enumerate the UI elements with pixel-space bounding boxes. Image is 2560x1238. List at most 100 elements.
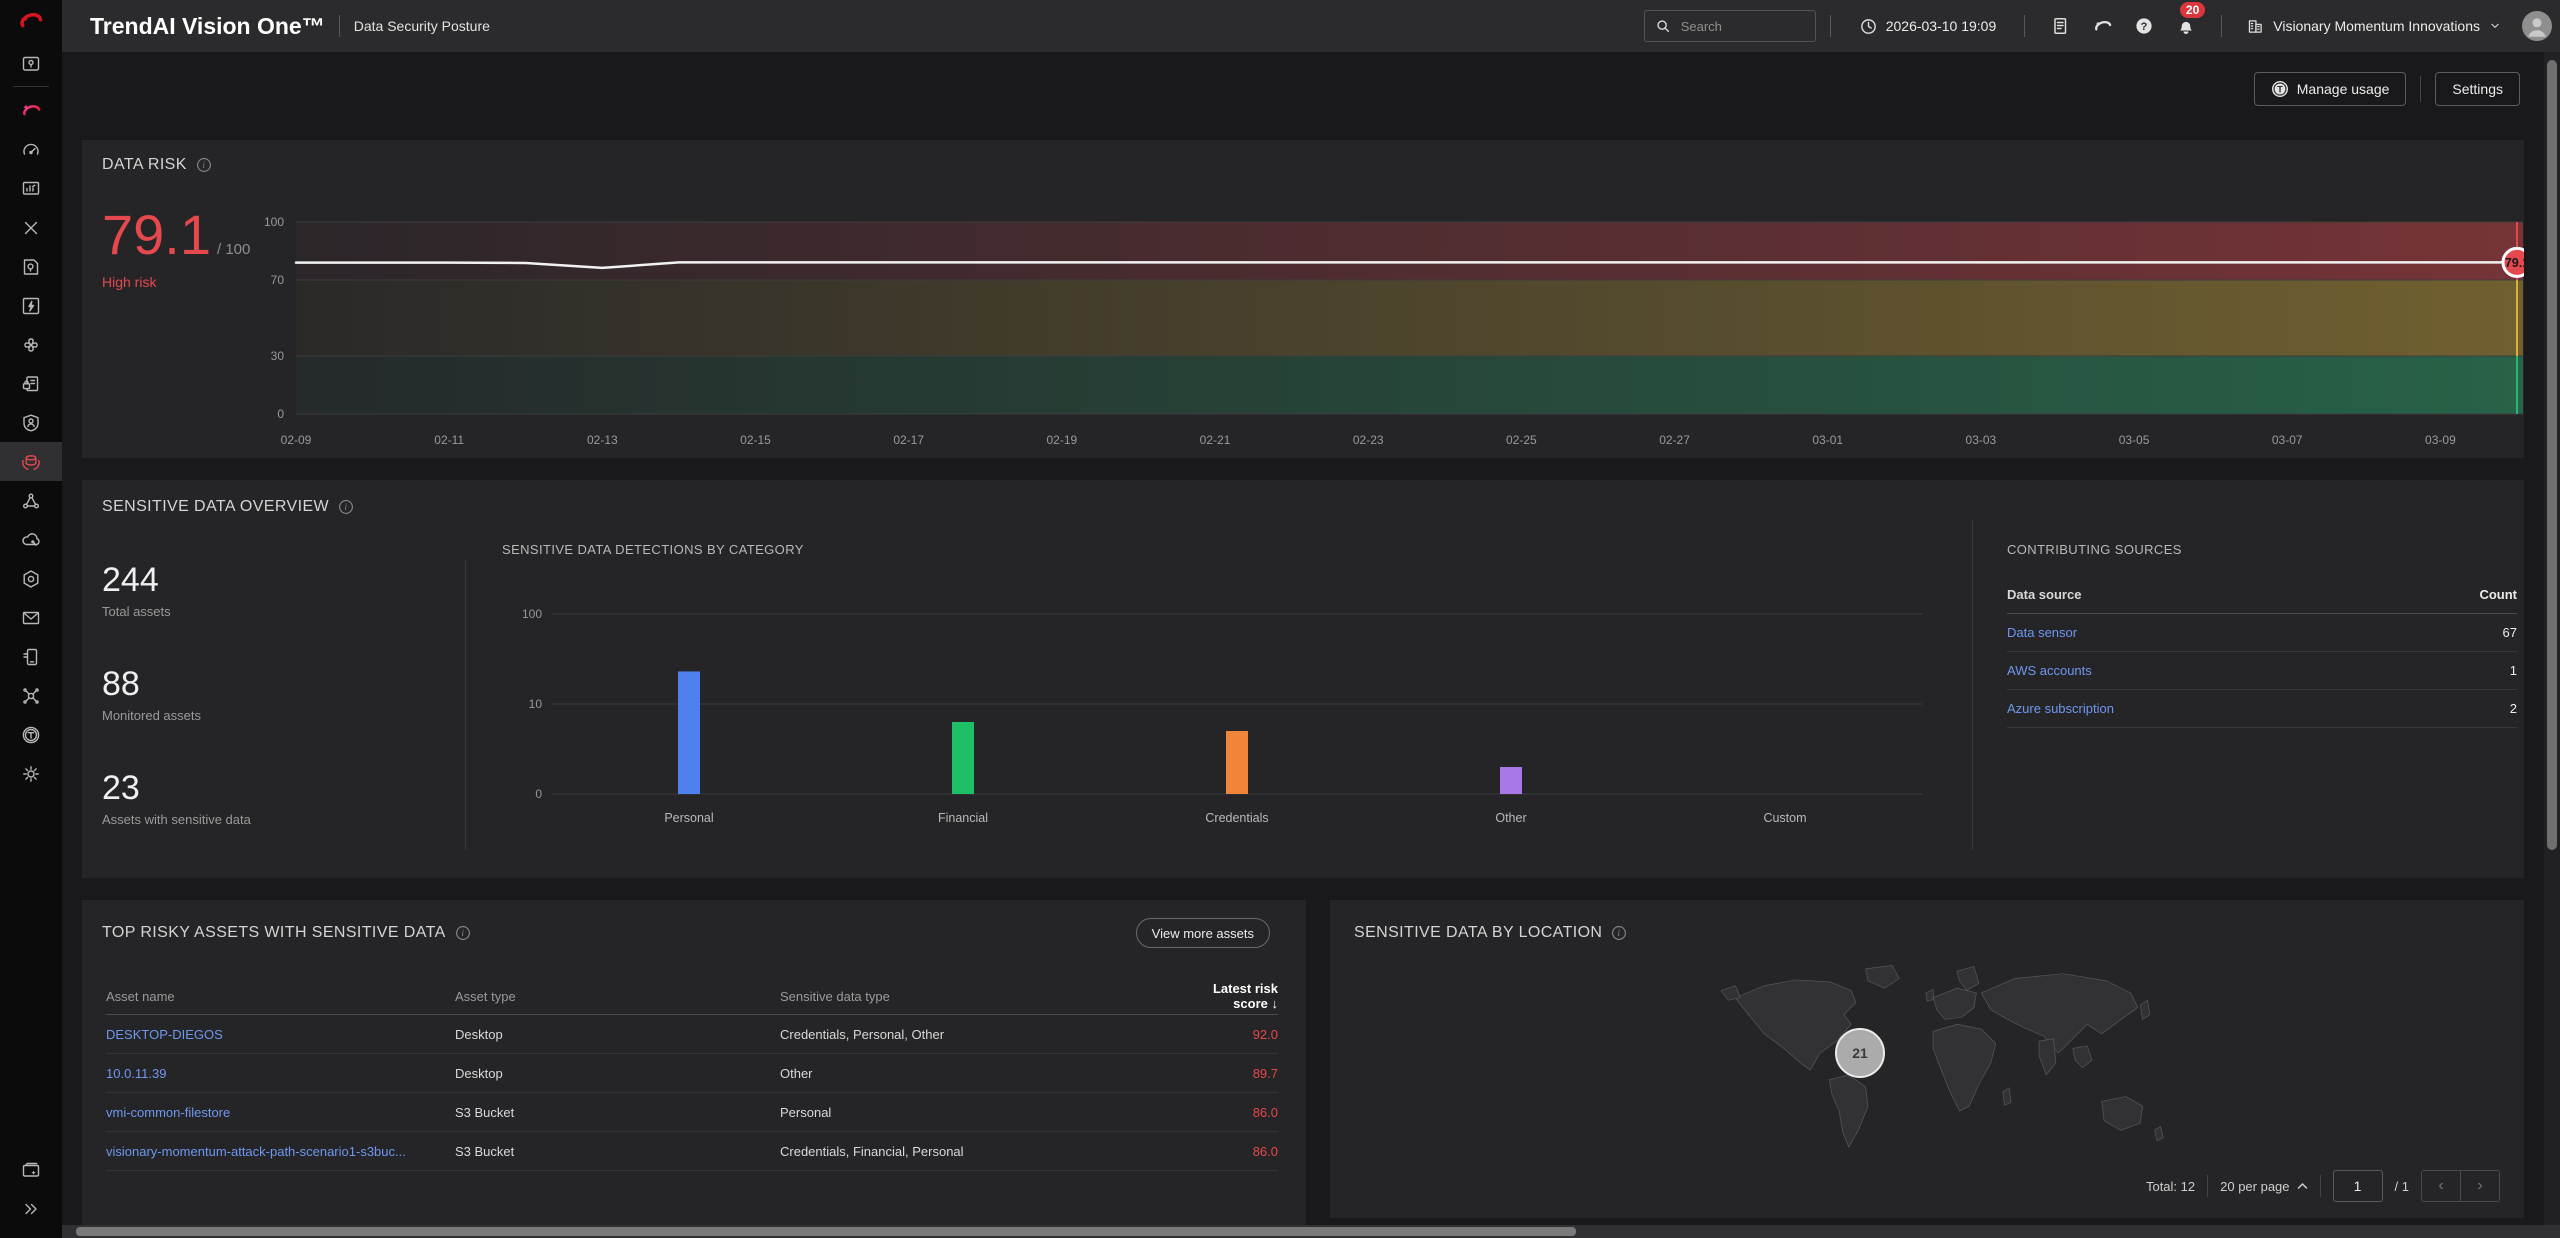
data-risk-title: DATA RISK (102, 156, 187, 173)
attack-surface-lightning-icon (22, 297, 40, 314)
datetime-display[interactable]: 2026-03-10 19:09 (1845, 17, 2011, 36)
sidebar-item-administration[interactable] (0, 754, 62, 793)
sidebar-item-workbench[interactable] (0, 247, 62, 286)
svg-text:70: 70 (271, 273, 285, 287)
identity-shield-icon (23, 414, 39, 431)
sidebar-item-data-security-posture[interactable] (0, 442, 62, 481)
chevron-right-icon: › (2477, 1177, 2483, 1194)
horizontal-scrollbar-thumb[interactable] (76, 1227, 1576, 1236)
trend-swoosh-icon (2094, 20, 2112, 31)
world-map[interactable] (1705, 952, 2190, 1164)
pagination: Total: 12 20 per page / 1 ‹ › (2146, 1170, 2500, 1202)
asset-name-link[interactable]: 10.0.11.39 (106, 1065, 167, 1081)
vertical-scrollbar-thumb[interactable] (2547, 60, 2557, 850)
trend-companion-button[interactable] (2081, 0, 2123, 52)
pagination-total: Total: 12 (2145, 1178, 2196, 1194)
page-number-input[interactable] (2332, 1170, 2383, 1202)
per-page-selector[interactable]: 20 per page (2220, 1179, 2307, 1194)
col-asset-name[interactable]: Asset name (106, 988, 175, 1004)
sidebar-item-automation[interactable] (0, 325, 62, 364)
help-button[interactable]: ? (2123, 0, 2165, 52)
sidebar-item-cloud-security[interactable] (0, 520, 62, 559)
table-row: Data sensor 67 (2007, 614, 2517, 652)
view-more-assets-button[interactable]: View more assets (1135, 918, 1270, 948)
risky-assets-header: Asset name Asset type Sensitive data typ… (106, 978, 1278, 1015)
sidebar-item-dashboard[interactable] (0, 130, 62, 169)
info-icon[interactable]: i (338, 499, 354, 515)
info-icon[interactable]: i (1611, 925, 1627, 941)
col-asset-type[interactable]: Asset type (455, 988, 516, 1004)
svg-text:Credentials: Credentials (1205, 811, 1268, 825)
sidebar-item-xdr[interactable] (0, 208, 62, 247)
data-source-link[interactable]: Azure subscription (2007, 701, 2114, 716)
search-box[interactable] (1643, 10, 1816, 42)
sort-desc-icon: ↓ (1271, 996, 1279, 1011)
data-source-link[interactable]: AWS accounts (2007, 663, 2092, 678)
search-input[interactable] (1678, 17, 1793, 35)
overview-title: SENSITIVE DATA OVERVIEW (102, 498, 330, 515)
risky-assets-table: Asset name Asset type Sensitive data typ… (106, 978, 1278, 1171)
data-source-link[interactable]: Data sensor (2007, 625, 2078, 640)
col-latest-risk-score[interactable]: Latest risk score ↓ (1212, 981, 1279, 1011)
sidebar-item-attack-surface[interactable] (0, 286, 62, 325)
svg-text:02-21: 02-21 (1200, 433, 1231, 447)
horizontal-scrollbar[interactable] (62, 1225, 2560, 1238)
settings-button[interactable]: Settings (2435, 72, 2520, 106)
contributing-sources-table: Data source Count Data sensor 67 AWS acc… (2007, 576, 2517, 728)
info-icon[interactable]: i (455, 925, 471, 941)
sidebar-item-credits[interactable] (0, 1150, 62, 1189)
sidebar-item-expand[interactable] (0, 1189, 62, 1228)
chevron-down-icon (2491, 23, 2499, 28)
sidebar-item-identity[interactable] (0, 403, 62, 442)
sidebar-item-console[interactable] (0, 44, 62, 83)
col-count: Count (2479, 587, 2517, 602)
prev-page-button[interactable]: ‹ (2421, 1170, 2460, 1202)
risk-score: 89.7 (1252, 1065, 1278, 1081)
stat-assets-with-sensitive-data: 23 Assets with sensitive data (102, 770, 251, 827)
company-name: Visionary Momentum Innovations (2273, 18, 2480, 34)
trend-logo-icon (18, 0, 44, 44)
location-bubble[interactable]: 21 (1835, 1028, 1885, 1078)
asset-name-link[interactable]: visionary-momentum-attack-path-scenario1… (106, 1143, 406, 1159)
vertical-scrollbar[interactable] (2544, 52, 2560, 1238)
top-risky-assets-panel: TOP RISKY ASSETS WITH SENSITIVE DATA i V… (82, 900, 1306, 1226)
svg-text:i: i (461, 928, 464, 938)
sidebar-divider (13, 86, 49, 87)
notifications-button[interactable]: 20 (2165, 0, 2207, 52)
page-toolbar: T Manage usage Settings (2253, 72, 2520, 106)
sidebar-item-policies[interactable] (0, 364, 62, 403)
administration-gear-icon (23, 765, 39, 782)
sidebar-item-mobile-security[interactable] (0, 637, 62, 676)
xdr-x-icon (24, 221, 38, 234)
col-sensitive-data-type[interactable]: Sensitive data type (780, 988, 890, 1004)
svg-text:03-03: 03-03 (1966, 433, 1997, 447)
sidebar-item-reports[interactable] (0, 169, 62, 208)
help-icon: ? (2136, 18, 2152, 34)
data-risk-trend-chart[interactable]: 100 70 30 0 02-09 02-11 02-13 02-15 02-17 02-19 02… (232, 204, 2524, 456)
release-notes-button[interactable] (2039, 0, 2081, 52)
asset-type: Desktop (455, 1026, 503, 1042)
info-icon[interactable]: i (196, 157, 212, 173)
sidebar-item-threat-intelligence[interactable] (0, 676, 62, 715)
manage-usage-button[interactable]: T Manage usage (2253, 72, 2407, 106)
dashboard-gauge-icon (23, 143, 39, 155)
stat-value: 244 (102, 561, 159, 599)
svg-text:02-19: 02-19 (1047, 433, 1078, 447)
sidebar-item-ai-companion[interactable] (0, 91, 62, 130)
table-row: AWS accounts 1 (2007, 652, 2517, 690)
risk-level-label: High risk (102, 274, 157, 290)
svg-text:30: 30 (271, 349, 285, 363)
company-selector[interactable]: Visionary Momentum Innovations (2236, 17, 2512, 36)
sidebar-item-network[interactable] (0, 481, 62, 520)
svg-text:02-17: 02-17 (893, 433, 924, 447)
sidebar-item-email-security[interactable] (0, 598, 62, 637)
category-chart-title: SENSITIVE DATA DETECTIONS BY CATEGORY (502, 542, 804, 557)
asset-name-link[interactable]: DESKTOP-DIEGOS (106, 1026, 223, 1042)
next-page-button[interactable]: › (2460, 1170, 2500, 1202)
sidebar-item-trend-services[interactable] (0, 715, 62, 754)
sidebar-item-endpoint-security[interactable] (0, 559, 62, 598)
asset-name-link[interactable]: vmi-common-filestore (106, 1104, 231, 1120)
svg-text:Custom: Custom (1763, 811, 1806, 825)
user-avatar[interactable] (2522, 11, 2552, 41)
